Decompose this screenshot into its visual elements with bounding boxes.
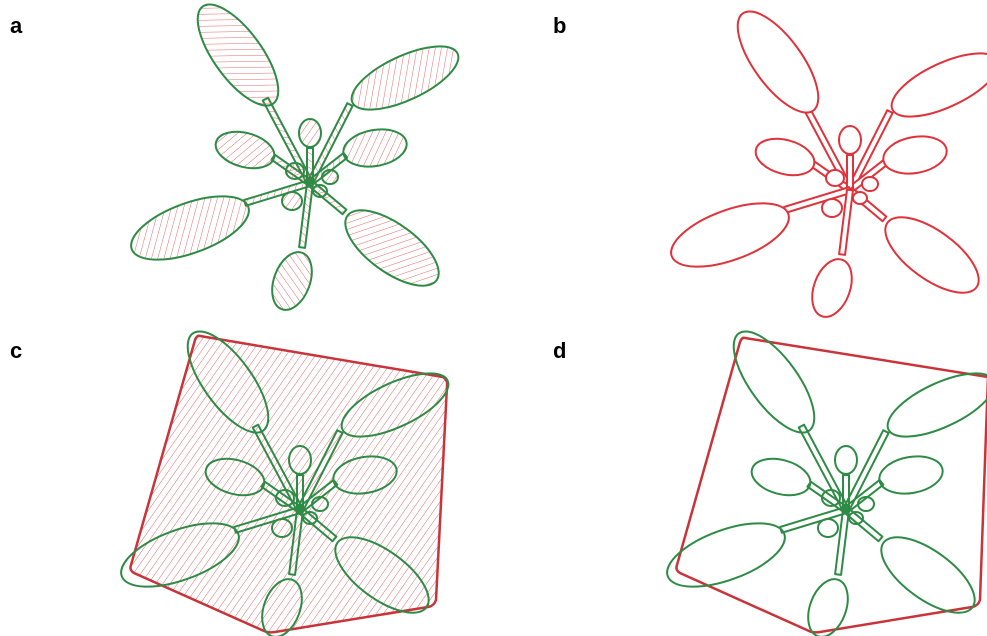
panel-a: a (10, 0, 467, 315)
panel-b: b (553, 0, 987, 322)
panel-label: c (10, 338, 22, 363)
panel-label: b (553, 13, 566, 38)
page: a b c d (() => { const data = JSON.parse… (0, 0, 987, 636)
rosette-outline (659, 319, 987, 636)
rosette-hatched (123, 0, 467, 315)
panel-label: a (10, 13, 23, 38)
panel-label: d (553, 338, 566, 363)
rosette-outline (663, 0, 987, 322)
figure: a b c d (0, 0, 987, 636)
panel-d: d (553, 319, 987, 636)
panel-c: c (10, 319, 457, 636)
